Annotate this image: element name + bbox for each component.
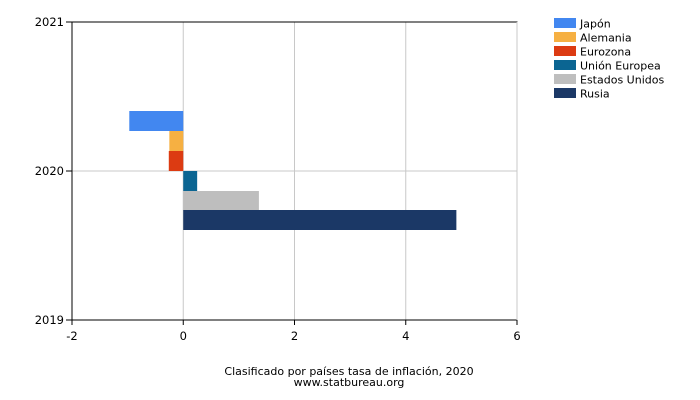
legend-swatch [554,46,576,56]
legend-swatch [554,88,576,98]
x-tick-label: 4 [402,329,409,343]
legend-label: Unión Europea [580,60,661,73]
bar-eurozona [168,151,184,171]
x-tick-labels: -2 0 2 4 6 [66,329,520,343]
bar-japón [129,111,184,131]
legend-label: Japón [579,18,611,31]
x-tick-label: 2 [291,329,298,343]
y-tick-label: 2020 [35,164,64,178]
legend-swatch [554,74,576,84]
y-tick-label: 2019 [35,313,64,327]
bar-rusia [183,210,457,230]
axes [66,21,518,325]
y-tick-label: 2021 [35,15,64,29]
legend-swatch [554,32,576,42]
x-tick-label: 0 [180,329,187,343]
bar-unión-europea [183,171,198,191]
chart-source: www.statbureau.org [294,376,405,389]
legend-swatch [554,18,576,28]
bars [129,111,457,230]
legend-label: Estados Unidos [580,74,664,87]
bar-alemania [169,131,184,151]
legend-label: Eurozona [580,46,631,59]
legend-label: Alemania [580,32,632,45]
legend-label: Rusia [580,88,610,101]
legend-swatch [554,60,576,70]
x-tick-label: 6 [513,329,520,343]
bar-estados-unidos [183,191,259,211]
y-tick-labels: 2021 2020 2019 [35,15,64,327]
grid [72,22,518,320]
chart-title: Clasificado por países tasa de inflación… [224,365,473,378]
x-tick-label: -2 [66,329,77,343]
